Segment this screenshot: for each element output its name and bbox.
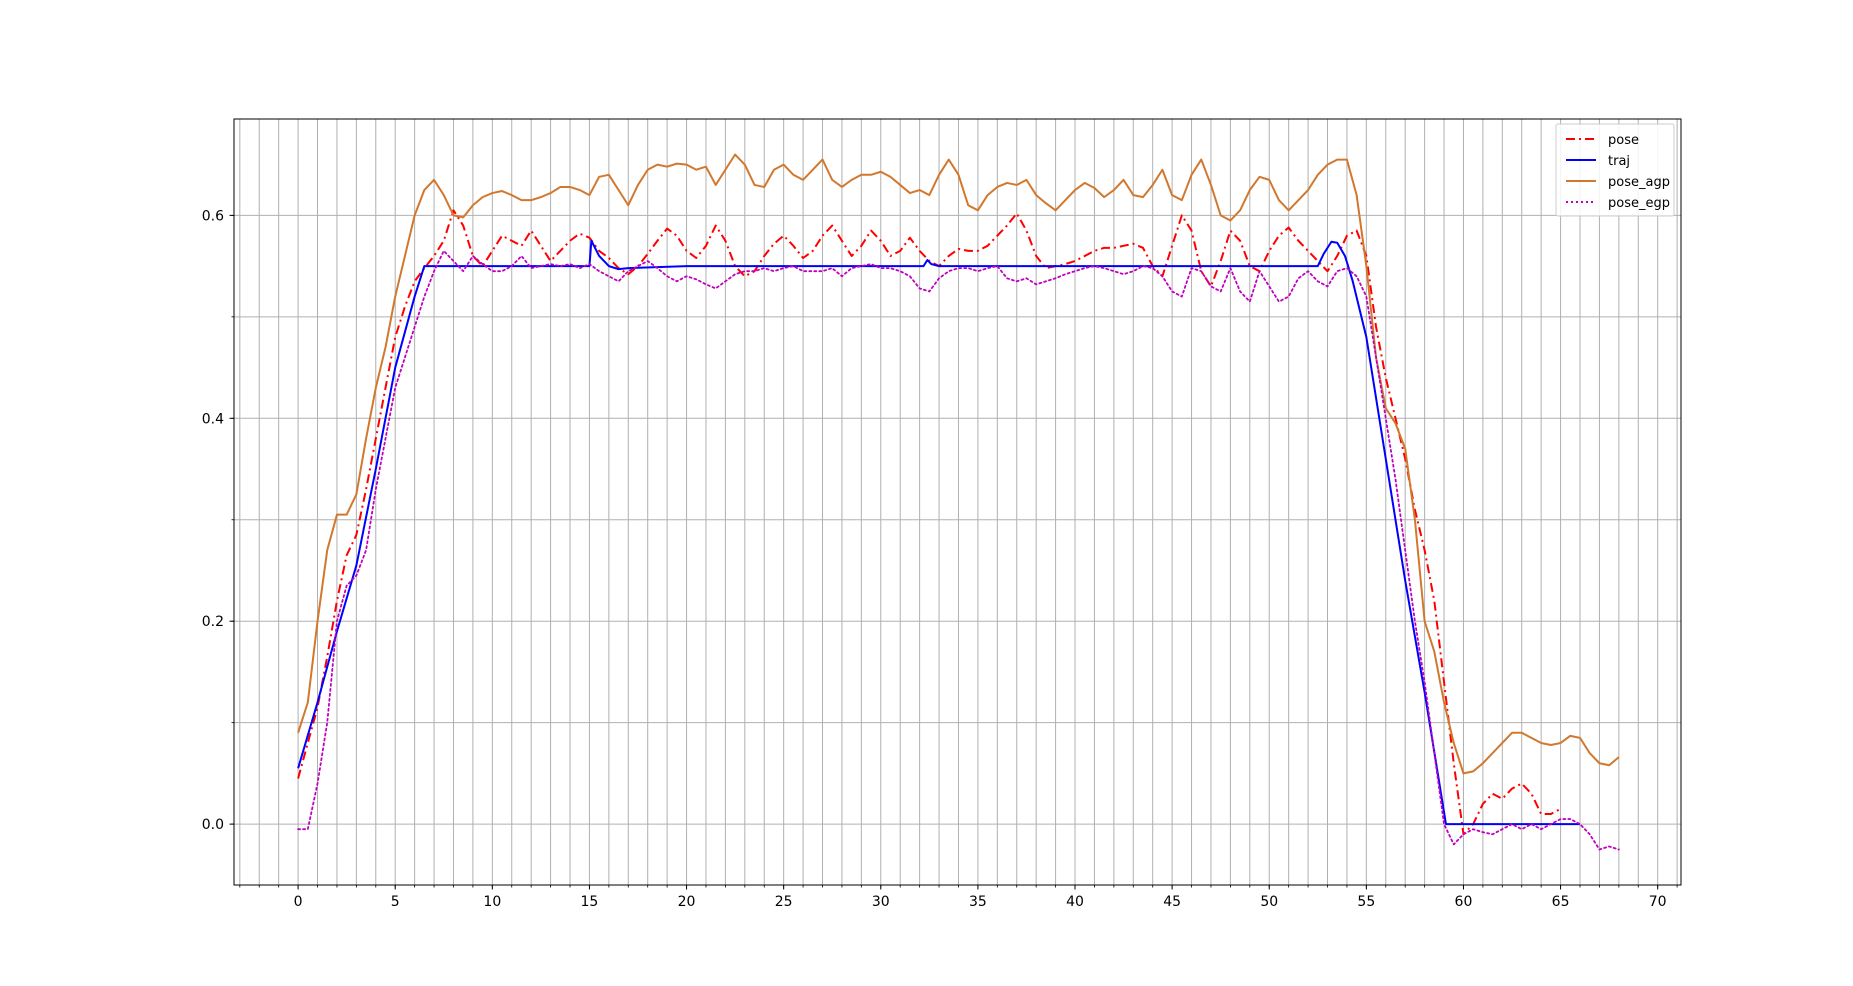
- x-tick-label: 35: [969, 894, 987, 910]
- x-tick-label: 30: [872, 894, 890, 910]
- x-tick-label: 70: [1649, 894, 1667, 910]
- x-tick-label: 10: [483, 894, 501, 910]
- x-tick-label: 50: [1260, 894, 1278, 910]
- grid: [234, 119, 1681, 885]
- series-line-traj: [297, 239, 1580, 826]
- x-tick-label: 65: [1552, 894, 1570, 910]
- x-tick-label: 20: [678, 894, 696, 910]
- x-tick-label: 5: [391, 894, 400, 910]
- legend: pose traj pose_agp pose_egp: [1555, 123, 1675, 217]
- axes-frame: [233, 118, 1682, 886]
- x-tick-label: 0: [294, 894, 303, 910]
- legend-frame: [1555, 123, 1675, 217]
- axis-ticks: 0 5 10 15 20 25 30 35 40 45 50 55 60 65 70 0.0 0.2 0.4 0.6: [202, 208, 1678, 910]
- legend-label: traj: [1608, 154, 1630, 169]
- x-tick-label: 25: [775, 894, 793, 910]
- x-tick-label: 40: [1066, 894, 1084, 910]
- legend-label: pose: [1608, 133, 1639, 148]
- legend-label: pose_egp: [1608, 196, 1670, 211]
- legend-label: pose_agp: [1608, 175, 1670, 190]
- y-tick-label: 0.0: [202, 817, 224, 833]
- x-tick-label: 45: [1163, 894, 1181, 910]
- x-tick-label: 55: [1357, 894, 1375, 910]
- y-tick-label: 0.2: [202, 614, 224, 630]
- x-tick-label: 15: [581, 894, 599, 910]
- series-line-pose_egp: [297, 249, 1620, 851]
- plot-lines: [297, 153, 1620, 851]
- series-line-pose_agp: [297, 153, 1620, 775]
- y-tick-label: 0.4: [202, 411, 224, 427]
- y-tick-label: 0.6: [202, 208, 224, 224]
- x-tick-label: 60: [1455, 894, 1473, 910]
